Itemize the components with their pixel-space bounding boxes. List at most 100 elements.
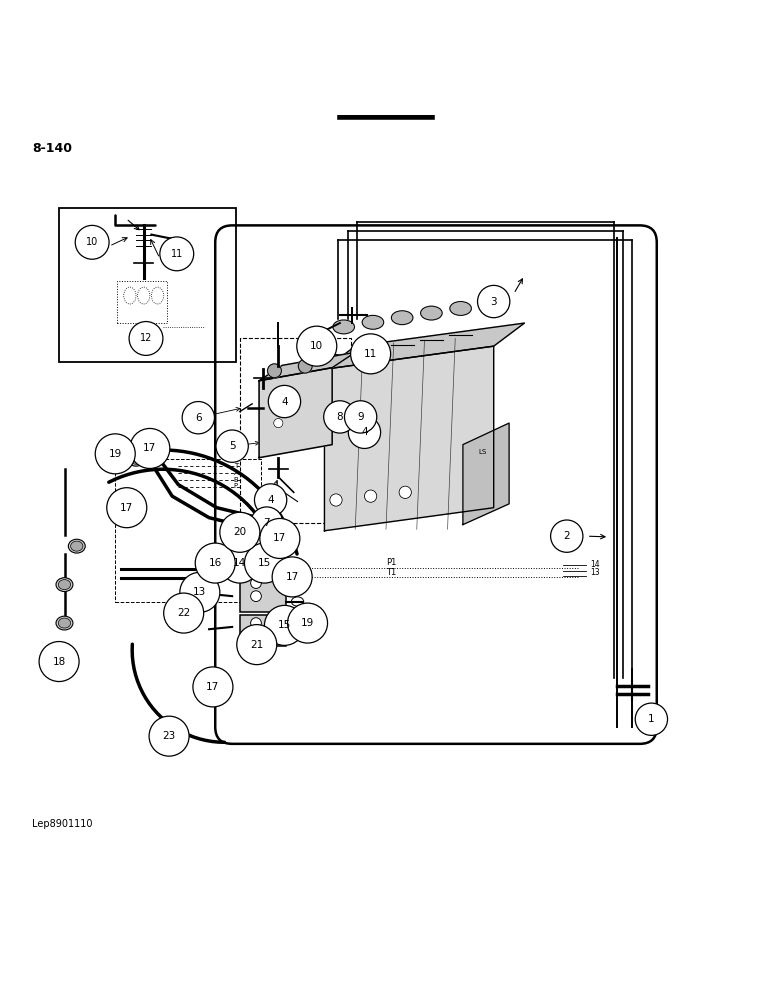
Circle shape bbox=[274, 403, 283, 412]
Text: 17: 17 bbox=[206, 682, 219, 692]
Text: 14: 14 bbox=[590, 560, 600, 569]
Circle shape bbox=[635, 703, 668, 735]
Text: 15: 15 bbox=[258, 558, 271, 568]
Ellipse shape bbox=[68, 539, 85, 553]
Text: 9: 9 bbox=[357, 412, 364, 422]
Text: 1: 1 bbox=[648, 714, 655, 724]
Circle shape bbox=[251, 629, 262, 640]
Circle shape bbox=[350, 334, 391, 374]
Text: LS: LS bbox=[479, 449, 486, 455]
Circle shape bbox=[287, 603, 327, 643]
Ellipse shape bbox=[149, 441, 161, 451]
Circle shape bbox=[399, 486, 411, 498]
Text: 22: 22 bbox=[177, 608, 191, 618]
Circle shape bbox=[216, 430, 249, 462]
Text: 17: 17 bbox=[120, 503, 134, 513]
Circle shape bbox=[296, 326, 337, 366]
Bar bbox=[59, 208, 236, 362]
Text: 18: 18 bbox=[52, 657, 66, 667]
Circle shape bbox=[268, 364, 281, 378]
Circle shape bbox=[160, 237, 194, 271]
Bar bbox=[117, 281, 167, 323]
Ellipse shape bbox=[56, 616, 73, 630]
Circle shape bbox=[95, 434, 135, 474]
Circle shape bbox=[149, 716, 189, 756]
Text: 12: 12 bbox=[140, 333, 152, 343]
Text: 3: 3 bbox=[490, 297, 497, 307]
Text: 16: 16 bbox=[208, 558, 222, 568]
Text: 8-140: 8-140 bbox=[32, 142, 72, 155]
Text: P: P bbox=[234, 483, 238, 489]
Text: 11: 11 bbox=[171, 249, 183, 259]
Text: 17: 17 bbox=[286, 572, 299, 582]
Circle shape bbox=[75, 225, 109, 259]
Circle shape bbox=[478, 285, 510, 318]
Circle shape bbox=[269, 385, 300, 418]
Text: 17: 17 bbox=[273, 533, 286, 543]
Circle shape bbox=[182, 402, 215, 434]
Bar bbox=[240, 338, 351, 523]
Polygon shape bbox=[259, 368, 332, 458]
Circle shape bbox=[550, 520, 583, 552]
Text: 14: 14 bbox=[233, 558, 246, 568]
Circle shape bbox=[130, 428, 170, 468]
Ellipse shape bbox=[130, 454, 142, 464]
Ellipse shape bbox=[333, 320, 354, 334]
Text: 2: 2 bbox=[564, 531, 570, 541]
Circle shape bbox=[129, 322, 163, 355]
Circle shape bbox=[107, 488, 147, 528]
Circle shape bbox=[323, 401, 356, 433]
Ellipse shape bbox=[421, 306, 442, 320]
Text: 20: 20 bbox=[233, 527, 246, 537]
Text: 15: 15 bbox=[278, 620, 291, 630]
Circle shape bbox=[298, 359, 312, 373]
Circle shape bbox=[195, 543, 235, 583]
Circle shape bbox=[220, 512, 260, 552]
Circle shape bbox=[164, 593, 204, 633]
Polygon shape bbox=[259, 352, 355, 381]
Text: 5: 5 bbox=[229, 441, 235, 451]
Text: 4: 4 bbox=[267, 495, 274, 505]
Text: 11: 11 bbox=[364, 349, 378, 359]
Polygon shape bbox=[324, 323, 524, 369]
Circle shape bbox=[274, 388, 283, 397]
Text: 10: 10 bbox=[86, 237, 98, 247]
Circle shape bbox=[260, 518, 300, 558]
Circle shape bbox=[274, 418, 283, 428]
Bar bbox=[240, 615, 286, 646]
Circle shape bbox=[330, 494, 342, 506]
Ellipse shape bbox=[59, 618, 70, 628]
Ellipse shape bbox=[120, 499, 137, 513]
Text: 23: 23 bbox=[162, 731, 176, 741]
Text: B: B bbox=[234, 477, 239, 483]
Circle shape bbox=[364, 490, 377, 502]
Circle shape bbox=[193, 667, 233, 707]
Polygon shape bbox=[324, 346, 493, 531]
Circle shape bbox=[245, 543, 284, 583]
Ellipse shape bbox=[127, 452, 144, 466]
Text: 4: 4 bbox=[361, 427, 367, 437]
Ellipse shape bbox=[59, 580, 70, 590]
Circle shape bbox=[344, 401, 377, 433]
Text: 7: 7 bbox=[263, 518, 270, 528]
Ellipse shape bbox=[122, 501, 134, 511]
Text: 10: 10 bbox=[310, 341, 323, 351]
Text: T1: T1 bbox=[386, 568, 396, 577]
Circle shape bbox=[265, 605, 304, 645]
Circle shape bbox=[251, 618, 262, 628]
Bar bbox=[115, 459, 262, 602]
Text: P1: P1 bbox=[386, 558, 396, 567]
Circle shape bbox=[273, 557, 312, 597]
Text: T: T bbox=[234, 463, 238, 469]
Text: 19: 19 bbox=[109, 449, 122, 459]
Text: Lep8901110: Lep8901110 bbox=[32, 819, 93, 829]
Ellipse shape bbox=[362, 315, 384, 329]
Text: 6: 6 bbox=[195, 413, 201, 423]
Circle shape bbox=[237, 625, 277, 665]
Ellipse shape bbox=[56, 578, 73, 592]
Polygon shape bbox=[463, 423, 509, 525]
Circle shape bbox=[220, 543, 260, 583]
Circle shape bbox=[348, 416, 381, 448]
Text: A: A bbox=[234, 470, 239, 476]
Text: 13: 13 bbox=[590, 568, 600, 577]
